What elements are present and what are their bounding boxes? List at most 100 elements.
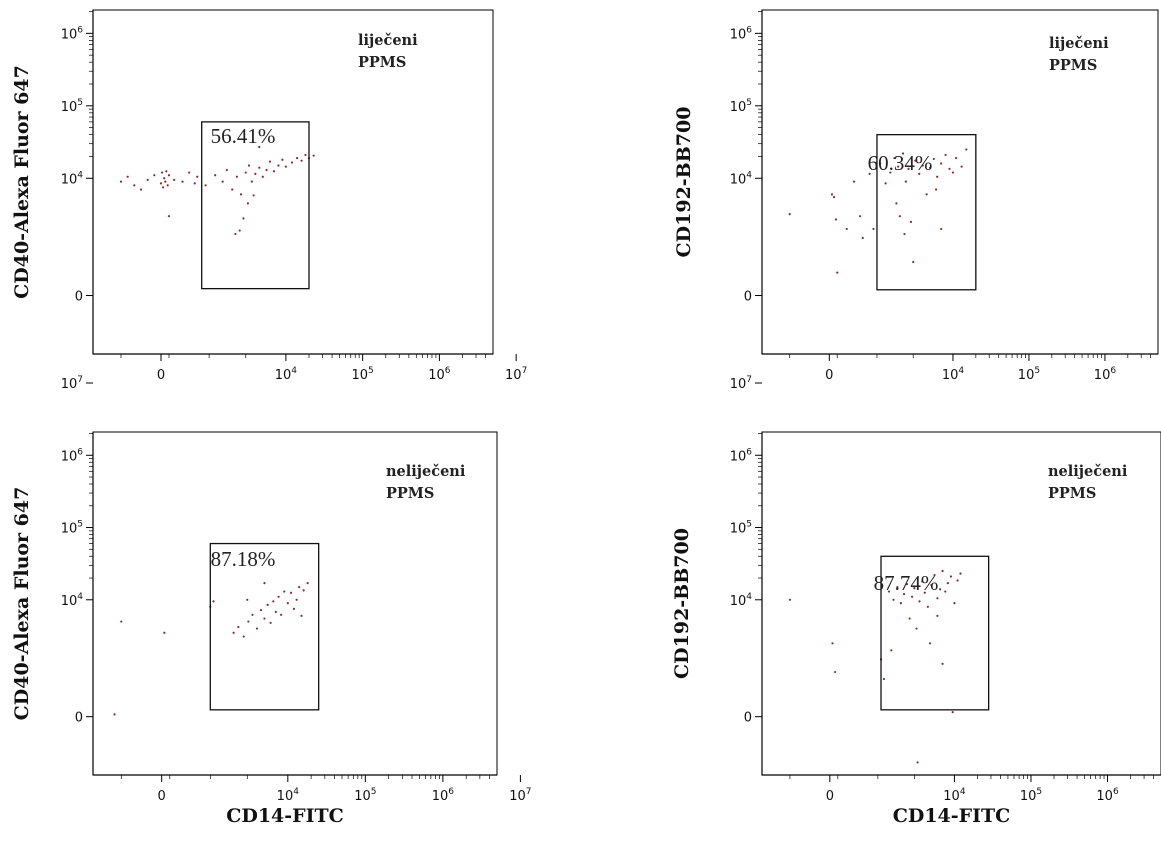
event-point bbox=[903, 232, 906, 236]
event-point bbox=[884, 182, 887, 185]
event-point bbox=[269, 621, 272, 624]
y-tick-label: 0 bbox=[75, 711, 83, 726]
event-point bbox=[173, 178, 176, 181]
event-point bbox=[941, 662, 944, 665]
event-point bbox=[956, 579, 959, 582]
event-point bbox=[263, 617, 266, 620]
event-point bbox=[859, 215, 862, 218]
event-point bbox=[951, 171, 955, 174]
annotation-line: liječeni bbox=[358, 32, 418, 49]
event-point bbox=[163, 177, 166, 180]
event-point bbox=[902, 592, 906, 596]
y-axis-label: CD192-BB700 bbox=[673, 107, 695, 258]
event-point bbox=[188, 171, 191, 174]
x-tick-label: 0 bbox=[826, 789, 834, 804]
x-tick-label: 107 bbox=[505, 366, 527, 383]
event-point bbox=[941, 569, 944, 573]
event-point bbox=[214, 174, 217, 177]
event-point bbox=[933, 573, 936, 577]
event-point bbox=[938, 588, 942, 591]
event-point bbox=[890, 649, 893, 652]
event-point bbox=[898, 215, 901, 218]
y-tick-label: 106 bbox=[730, 25, 753, 42]
y-tick-label: 104 bbox=[61, 592, 84, 609]
x-tick-label: 105 bbox=[1020, 787, 1042, 804]
event-point bbox=[836, 271, 839, 274]
event-point bbox=[263, 582, 266, 585]
event-point bbox=[936, 614, 939, 617]
gate-rectangle bbox=[201, 121, 310, 290]
x-tick-label: 104 bbox=[942, 366, 965, 383]
event-point bbox=[133, 184, 136, 187]
event-point bbox=[292, 607, 296, 610]
x-tick-label: 106 bbox=[1094, 366, 1117, 383]
event-point bbox=[258, 166, 261, 169]
event-point bbox=[897, 165, 900, 168]
y-axis-label: CD40-Alexa Fluor 647 bbox=[11, 65, 33, 299]
plot-frame bbox=[92, 431, 498, 776]
gate-percentage: 60.34% bbox=[868, 151, 933, 175]
event-point bbox=[119, 180, 123, 183]
gate-rectangle bbox=[876, 133, 977, 291]
event-point bbox=[915, 627, 918, 630]
x-tick-label: 106 bbox=[428, 366, 451, 383]
panel-bottom-left: 0 104 105 106 107 0 104 105 106 107 87.18% neliječe… bbox=[11, 375, 532, 827]
event-point bbox=[944, 590, 947, 593]
y-tick-label: 104 bbox=[730, 592, 753, 609]
event-point bbox=[960, 165, 963, 168]
event-point bbox=[265, 168, 268, 172]
event-point bbox=[930, 583, 933, 587]
event-point bbox=[918, 600, 921, 603]
gate-rectangle bbox=[209, 542, 320, 711]
event-point bbox=[918, 172, 921, 175]
x-tick-label: 0 bbox=[825, 368, 833, 383]
event-point bbox=[935, 188, 938, 191]
event-point bbox=[946, 582, 949, 585]
event-point bbox=[296, 156, 299, 160]
event-point bbox=[306, 582, 309, 585]
event-point bbox=[281, 158, 284, 161]
event-point bbox=[286, 601, 289, 605]
annotation-line: PPMS bbox=[386, 485, 434, 502]
plot-frame bbox=[92, 9, 494, 355]
x-axis-label: CD14-FITC bbox=[893, 805, 1011, 827]
event-point bbox=[909, 220, 913, 224]
event-point bbox=[242, 635, 245, 638]
panel-top-right: 0104105106107010410510610760.34%liječeni… bbox=[673, 9, 1159, 383]
event-point bbox=[266, 603, 269, 606]
panel-bottom-right: 0104105106107010410510610787.74%neliječe… bbox=[671, 375, 1161, 827]
event-point bbox=[882, 677, 886, 681]
event-point bbox=[235, 175, 238, 178]
event-point bbox=[181, 180, 184, 183]
x-tick-label: 104 bbox=[275, 366, 298, 383]
x-axis-label: CD14-FITC bbox=[226, 805, 344, 827]
event-point bbox=[254, 172, 257, 175]
event-point bbox=[921, 164, 924, 167]
event-point bbox=[120, 620, 123, 623]
event-point bbox=[788, 598, 792, 601]
event-point bbox=[232, 631, 235, 634]
event-point bbox=[896, 585, 899, 589]
event-point bbox=[272, 170, 276, 173]
event-point bbox=[277, 595, 280, 598]
event-point bbox=[298, 585, 301, 589]
event-point bbox=[845, 227, 848, 231]
event-point bbox=[916, 761, 919, 764]
event-point bbox=[242, 217, 245, 220]
event-point bbox=[146, 178, 149, 181]
x-tick-label: 106 bbox=[432, 787, 455, 804]
event-point bbox=[237, 625, 240, 629]
event-point bbox=[948, 167, 951, 170]
x-tick-label: 104 bbox=[943, 787, 966, 804]
event-point bbox=[167, 215, 171, 218]
y-tick-label: 107 bbox=[730, 375, 752, 392]
y-tick-label: 105 bbox=[61, 98, 83, 115]
event-point bbox=[913, 587, 916, 590]
event-point bbox=[290, 161, 294, 164]
y-tick-label: 105 bbox=[730, 98, 752, 115]
y-tick-label: 104 bbox=[730, 170, 753, 187]
event-point bbox=[300, 159, 303, 162]
event-point bbox=[284, 165, 287, 168]
event-point bbox=[255, 627, 259, 630]
